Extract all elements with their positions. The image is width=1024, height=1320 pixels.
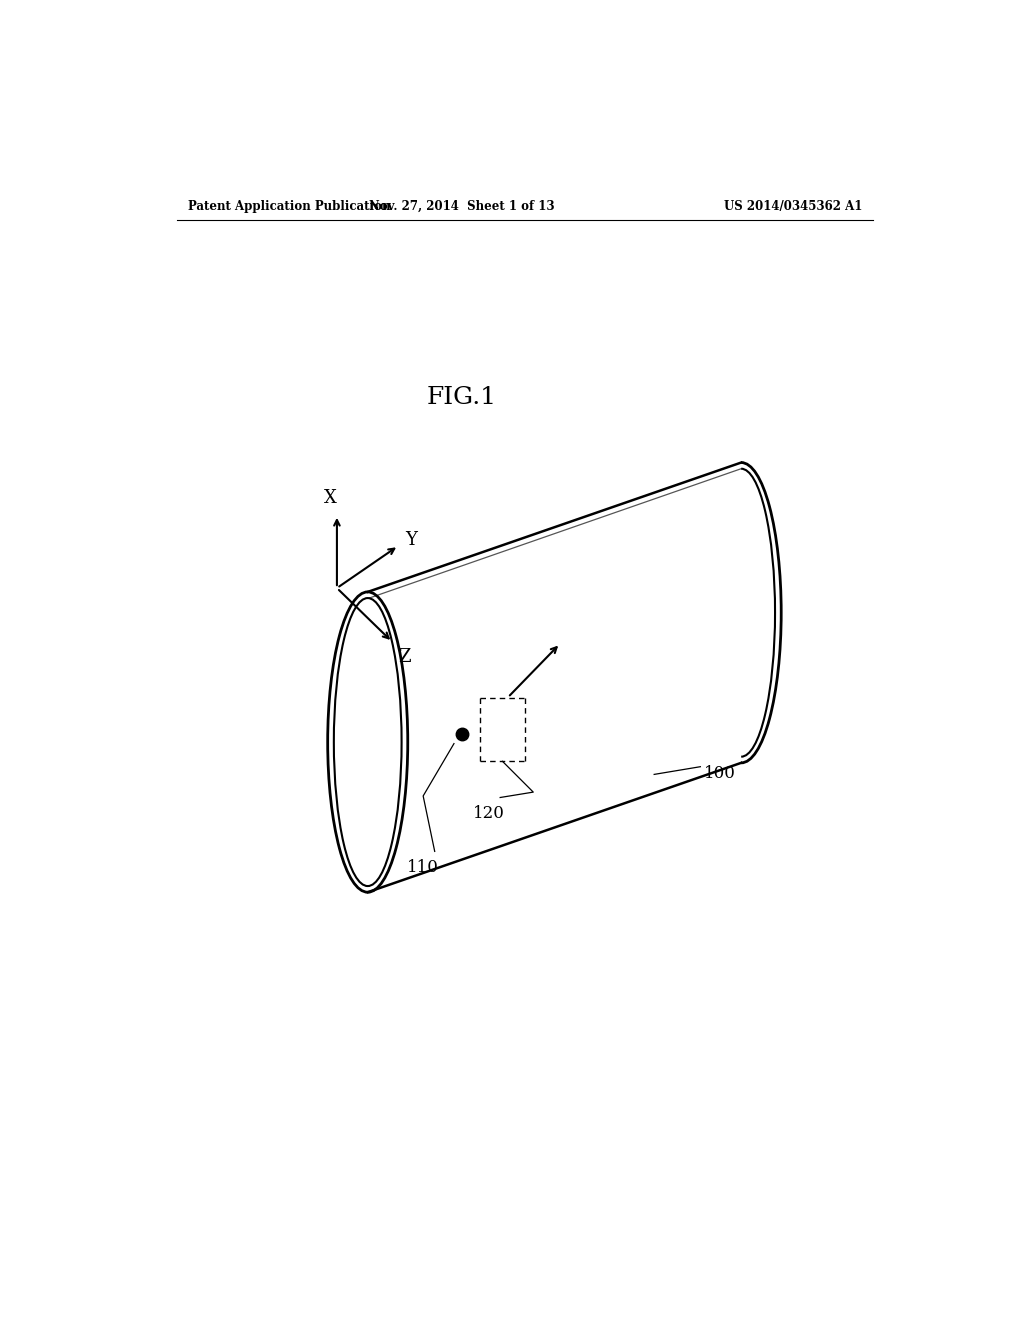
Text: Patent Application Publication: Patent Application Publication <box>188 199 391 213</box>
Text: 110: 110 <box>408 859 439 876</box>
Text: Nov. 27, 2014  Sheet 1 of 13: Nov. 27, 2014 Sheet 1 of 13 <box>369 199 554 213</box>
Text: 100: 100 <box>705 766 736 783</box>
Text: Z: Z <box>398 648 412 667</box>
Text: X: X <box>325 490 337 507</box>
Text: FIG.1: FIG.1 <box>427 385 497 409</box>
Text: US 2014/0345362 A1: US 2014/0345362 A1 <box>724 199 862 213</box>
Text: 120: 120 <box>473 805 505 822</box>
Text: Y: Y <box>404 532 417 549</box>
